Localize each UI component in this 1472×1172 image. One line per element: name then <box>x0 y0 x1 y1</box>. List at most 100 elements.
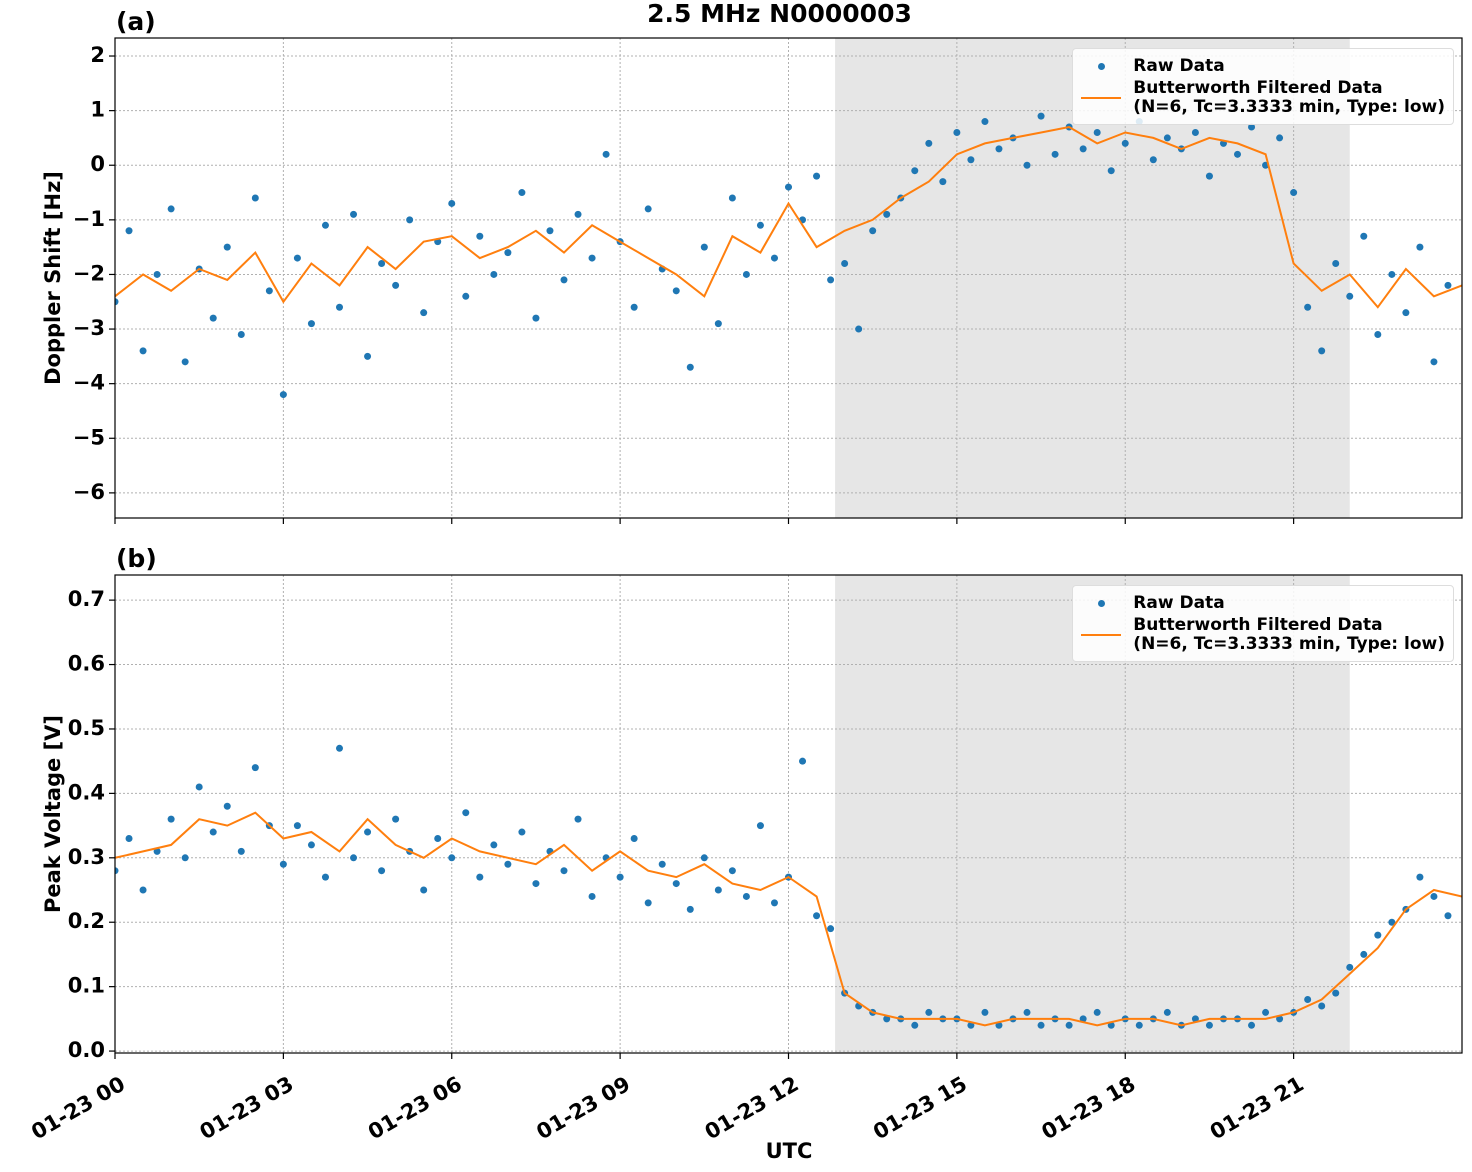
x-tick-label: 01-23 06 <box>364 1072 466 1145</box>
raw-point <box>742 270 750 278</box>
raw-point <box>504 249 512 257</box>
raw-point <box>1079 1015 1087 1023</box>
raw-point <box>560 867 568 875</box>
raw-point <box>223 802 231 810</box>
raw-point <box>462 809 470 817</box>
raw-point <box>560 276 568 284</box>
y-tick-label: −4 <box>73 371 105 395</box>
raw-point <box>827 276 835 284</box>
raw-point <box>1023 161 1031 169</box>
y-tick-label: 0.0 <box>68 1038 105 1062</box>
legend-label: Raw Data <box>1133 592 1225 613</box>
raw-point <box>1065 1021 1073 1029</box>
raw-point <box>336 744 343 752</box>
raw-point <box>1444 281 1452 289</box>
raw-point <box>883 1015 891 1023</box>
legend: Raw Data Butterworth Filtered Data (N=6, … <box>1072 48 1454 125</box>
raw-point <box>686 363 694 371</box>
raw-point <box>1374 931 1382 939</box>
raw-point <box>672 287 680 295</box>
raw-point <box>532 314 540 322</box>
raw-point <box>1304 303 1312 311</box>
raw-point <box>434 834 442 842</box>
y-tick-label: 0.7 <box>68 587 105 611</box>
raw-point <box>476 232 484 240</box>
x-axis-label: UTC <box>766 1139 813 1163</box>
raw-point <box>1416 873 1424 881</box>
raw-point <box>855 325 863 333</box>
legend-key <box>1081 625 1122 645</box>
raw-point <box>1037 112 1045 120</box>
raw-point <box>770 254 778 262</box>
raw-point <box>911 1021 919 1029</box>
raw-point <box>251 764 259 772</box>
raw-point <box>630 834 638 842</box>
raw-point <box>658 860 666 868</box>
raw-point <box>869 227 877 235</box>
legend-label: Butterworth Filtered Data (N=6, Tc=3.333… <box>1133 78 1445 117</box>
raw-point <box>1276 134 1284 142</box>
raw-point <box>153 270 161 278</box>
raw-point <box>1093 1008 1101 1016</box>
raw-point <box>672 880 680 888</box>
raw-point <box>574 210 582 218</box>
raw-point <box>714 320 722 328</box>
raw-point <box>588 892 596 900</box>
raw-point <box>770 899 778 907</box>
legend-key <box>1081 88 1122 108</box>
raw-point <box>279 391 287 399</box>
legend-row: Raw Data <box>1081 593 1445 613</box>
raw-point <box>1276 1015 1284 1023</box>
y-tick-label: 2 <box>90 43 105 67</box>
raw-point <box>700 243 708 251</box>
raw-point <box>1388 918 1396 926</box>
raw-point <box>448 199 456 207</box>
raw-point <box>1234 150 1241 158</box>
legend-marker <box>1098 600 1106 607</box>
raw-point <box>115 867 119 875</box>
raw-point <box>251 194 259 202</box>
x-tick-label: 01-23 09 <box>532 1072 634 1145</box>
raw-point <box>686 905 694 913</box>
raw-point <box>420 309 428 317</box>
raw-point <box>1332 989 1340 997</box>
raw-point <box>167 815 175 823</box>
raw-point <box>995 1021 1003 1029</box>
legend-label: Butterworth Filtered Data (N=6, Tc=3.333… <box>1133 615 1445 654</box>
raw-point <box>700 854 708 862</box>
raw-point <box>1163 1008 1171 1016</box>
x-tick-label: 01-23 21 <box>1206 1072 1308 1145</box>
raw-point <box>1037 1021 1045 1029</box>
legend-label: Raw Data <box>1133 55 1225 76</box>
plot-frame <box>114 574 1463 1054</box>
legend-row: Butterworth Filtered Data (N=6, Tc=3.333… <box>1081 79 1445 117</box>
raw-point <box>364 352 372 360</box>
raw-point <box>462 292 470 300</box>
y-tick-label: 0.5 <box>68 716 105 740</box>
raw-point <box>616 873 624 881</box>
legend-row: Raw Data <box>1081 56 1445 76</box>
legend-key <box>1081 593 1121 613</box>
raw-point <box>237 331 245 339</box>
raw-point <box>1318 347 1326 355</box>
raw-point <box>1430 892 1438 900</box>
raw-point <box>223 243 231 251</box>
raw-point <box>1163 134 1171 142</box>
raw-point <box>1149 156 1157 164</box>
chart-title: 2.5 MHz N0000003 <box>647 0 912 28</box>
raw-point <box>125 227 133 235</box>
raw-point <box>1051 150 1059 158</box>
raw-point <box>209 828 217 836</box>
raw-point <box>644 205 652 213</box>
raw-point <box>911 167 919 175</box>
raw-point <box>448 854 456 862</box>
raw-point <box>378 260 386 268</box>
raw-point <box>350 210 358 218</box>
raw-point <box>925 139 933 147</box>
raw-point <box>1402 309 1410 317</box>
raw-point <box>546 227 554 235</box>
raw-point <box>785 183 792 191</box>
raw-point <box>195 783 203 791</box>
raw-point <box>841 260 849 268</box>
